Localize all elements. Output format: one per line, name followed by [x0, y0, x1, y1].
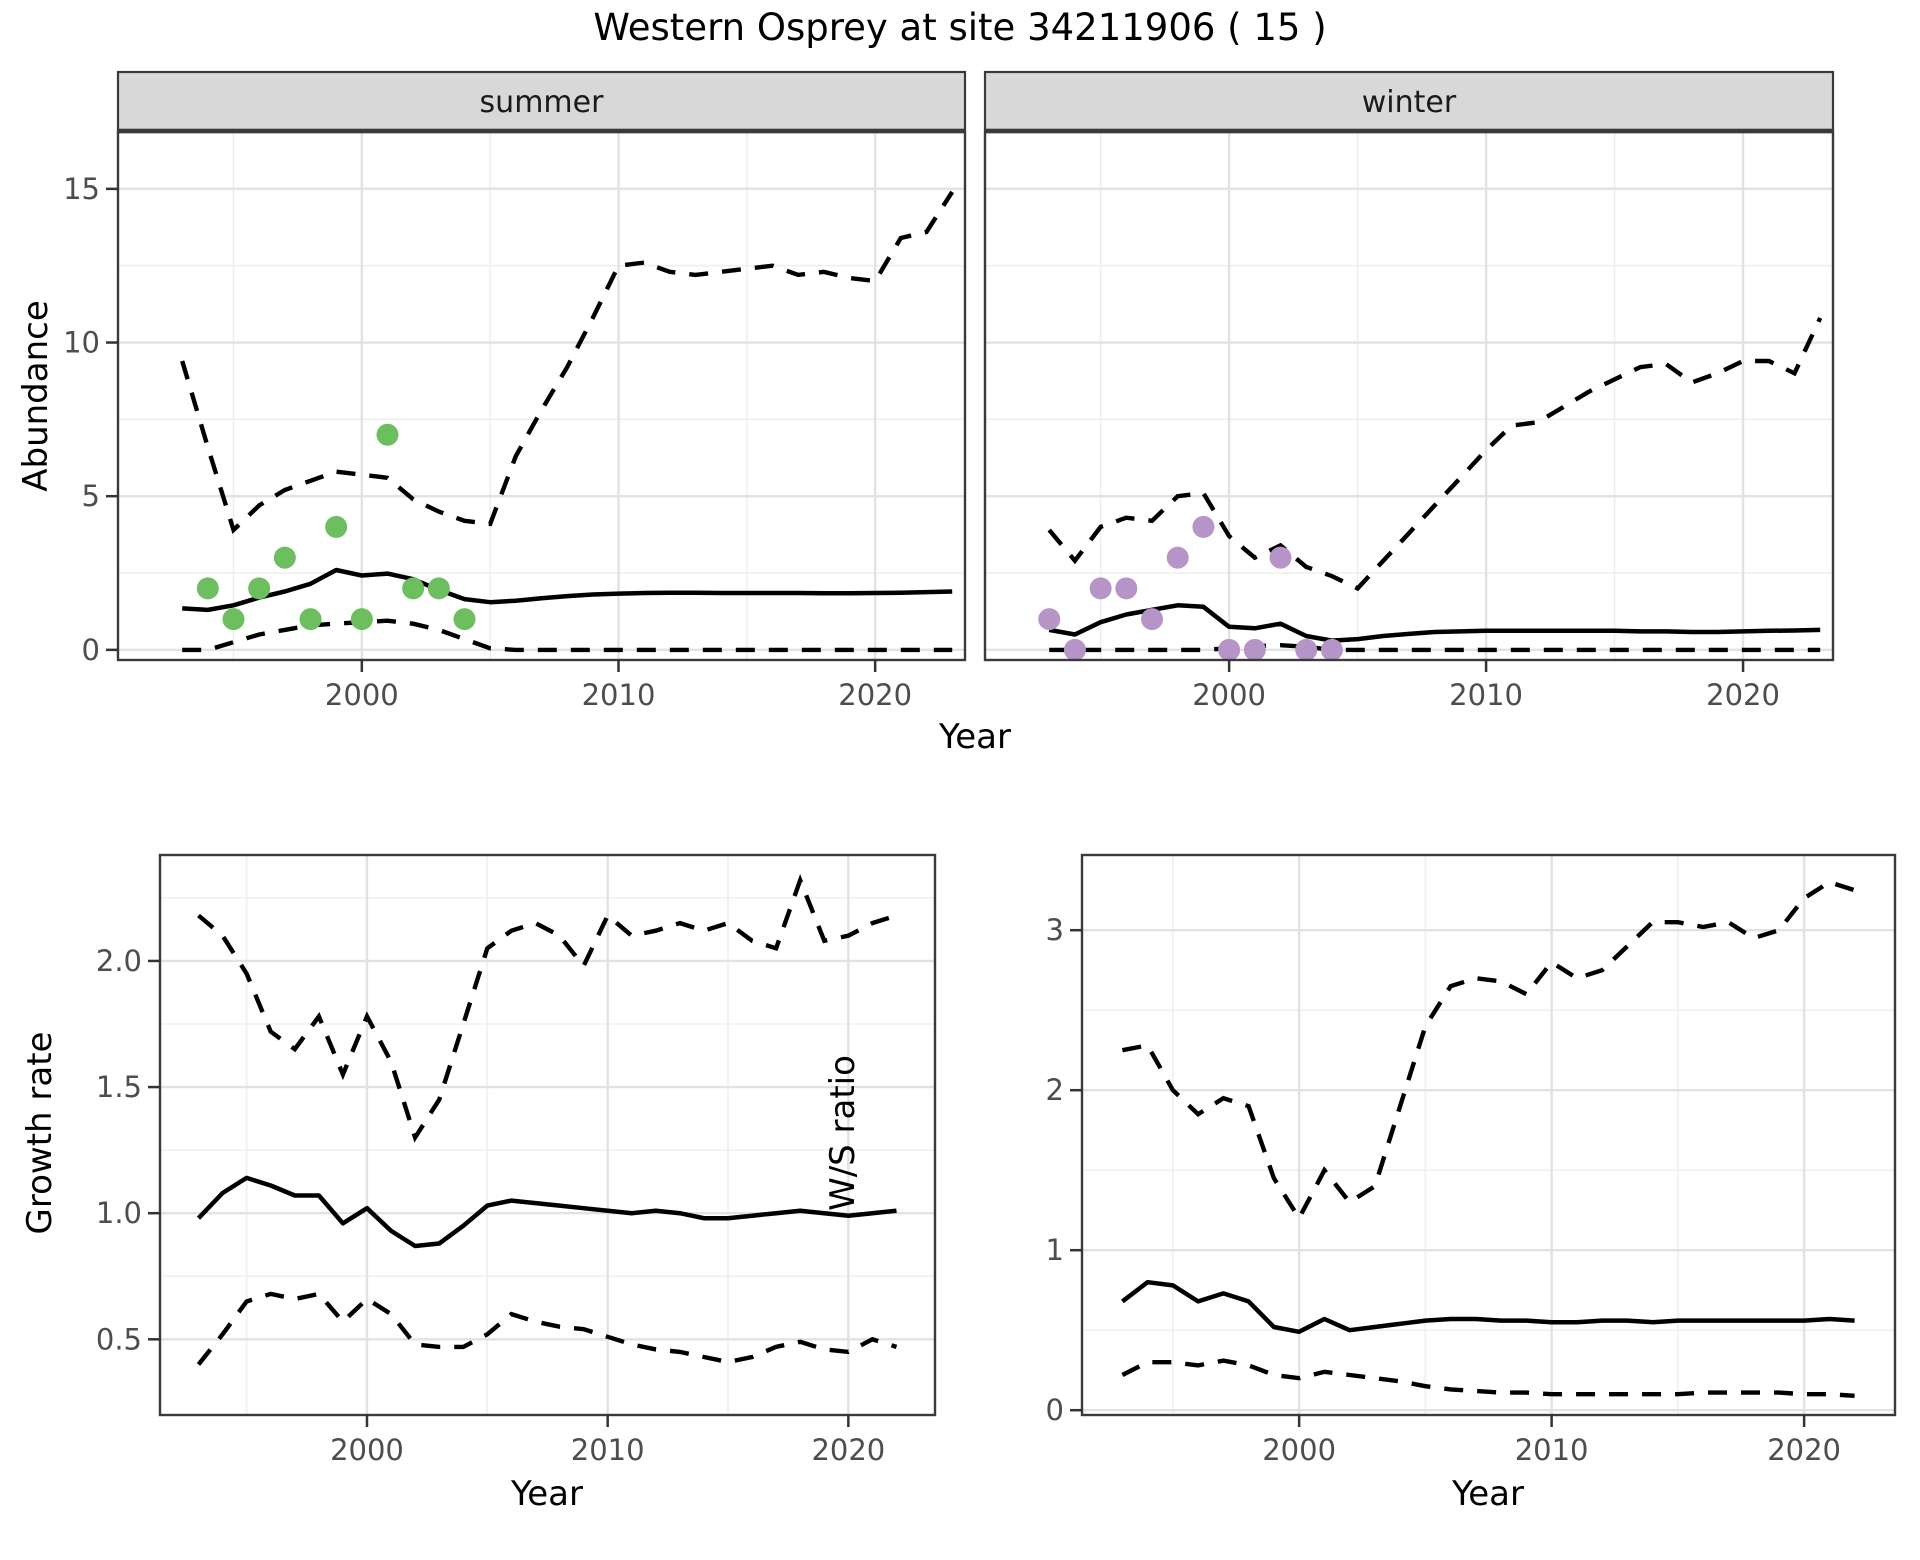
x-axis-title-year-growth: Year [511, 1474, 583, 1514]
median-line [1048, 603, 1821, 643]
observation-point [1295, 638, 1318, 661]
observation-point [1089, 577, 1112, 600]
observation-point [222, 608, 245, 631]
x-tick-label: 2010 [582, 678, 656, 712]
y-axis-title-growth-rate: Growth rate [20, 1031, 60, 1235]
median-line [182, 567, 953, 613]
observation-point [325, 515, 348, 538]
x-tick-label: 2020 [838, 678, 912, 712]
y-tick-label: 2 [1046, 1073, 1064, 1107]
observation-point [402, 577, 425, 600]
observation-point [1320, 638, 1343, 661]
observation-point [1243, 638, 1266, 661]
panel-border [158, 853, 937, 1417]
series-group [196, 873, 898, 1366]
y-tick-label: 5 [82, 479, 100, 513]
observation-point [196, 577, 219, 600]
ci-upper-line [180, 190, 955, 535]
ci-upper-line [1047, 316, 1823, 592]
observation-point [1192, 515, 1215, 538]
observation-point [1141, 608, 1164, 631]
median-line [1121, 1279, 1855, 1335]
panel-growth-rate: 2000 2010 2020 0.5 1.0 1.5 2.0 [96, 853, 937, 1467]
x-axis-title-year-top: Year [939, 717, 1011, 757]
series-group [1038, 316, 1823, 661]
ci-lower-line [1049, 642, 1821, 653]
series-group [180, 190, 955, 653]
facet-strip-label: winter [1362, 85, 1457, 120]
ci-upper-line [197, 873, 898, 1143]
observation-point [299, 608, 322, 631]
x-tick-label: 2000 [325, 678, 399, 712]
panel-background [160, 855, 935, 1415]
observation-point [1038, 608, 1061, 631]
observation-point [1115, 577, 1138, 600]
x-tick-label: 2020 [811, 1433, 885, 1467]
panel-ws-ratio: 2000 2010 2020 0 1 2 3 [1046, 853, 1897, 1467]
y-tick-label: 3 [1046, 913, 1064, 947]
observation-point [1166, 546, 1189, 569]
panel-abundance-summer: summer 2000 2010 2020 0 5 10 15 [63, 70, 967, 712]
ci-upper-line [1121, 879, 1856, 1223]
x-tick-label: 2000 [1192, 678, 1266, 712]
y-tick-label: 15 [63, 172, 100, 206]
panel-background [985, 132, 1833, 660]
x-tick-label: 2010 [1449, 678, 1523, 712]
median-line [196, 1175, 897, 1249]
x-tick-label: 2000 [330, 1433, 404, 1467]
x-tick-label: 2010 [1515, 1433, 1589, 1467]
y-tick-label: 1 [1046, 1233, 1064, 1267]
panel-abundance-winter: winter 2000 2010 2020 [983, 70, 1835, 712]
y-tick-label: 2.0 [96, 944, 142, 978]
ci-lower-line [196, 1291, 898, 1366]
observation-point [453, 608, 476, 631]
ci-lower-line [1121, 1358, 1855, 1398]
facet-strip-label: summer [480, 85, 605, 120]
series-group [1121, 879, 1856, 1398]
x-tick-label: 2020 [1767, 1433, 1841, 1467]
observation-point [1269, 546, 1292, 569]
observation-point [1063, 638, 1086, 661]
observation-point [427, 577, 450, 600]
y-tick-label: 1.5 [96, 1070, 142, 1104]
y-tick-label: 1.0 [96, 1196, 142, 1230]
x-tick-label: 2020 [1706, 678, 1780, 712]
y-tick-label: 0 [1046, 1393, 1064, 1427]
observation-point [350, 608, 373, 631]
y-tick-label: 10 [63, 326, 100, 360]
y-tick-label: 0 [82, 633, 100, 667]
x-tick-label: 2000 [1262, 1433, 1336, 1467]
x-tick-label: 2010 [571, 1433, 645, 1467]
panel-border [1080, 853, 1897, 1417]
observation-point [376, 423, 399, 446]
observation-point [248, 577, 271, 600]
panel-background [1082, 855, 1895, 1415]
y-axis-title-abundance: Abundance [16, 300, 56, 492]
panel-background [118, 132, 965, 660]
observation-point [273, 546, 296, 569]
x-axis-title-year-ratio: Year [1452, 1474, 1524, 1514]
y-tick-label: 0.5 [96, 1322, 142, 1356]
y-axis-title-ws-ratio: W/S ratio [823, 1055, 863, 1211]
observation-point [1218, 638, 1241, 661]
figure-title: Western Osprey at site 34211906 ( 15 ) [593, 6, 1327, 49]
